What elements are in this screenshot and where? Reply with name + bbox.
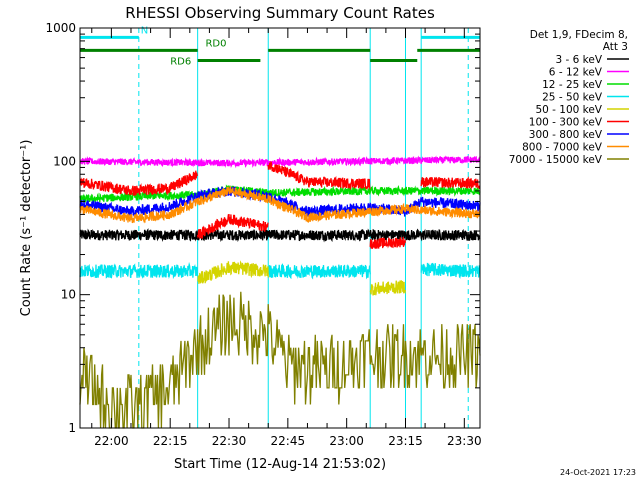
legend-label-1: 6 - 12 keV	[549, 67, 603, 79]
x-tick-label-2200: 22:00	[94, 434, 129, 448]
x-tick-label-2330: 23:30	[447, 434, 482, 448]
flag-label-rd6: RD6	[170, 57, 191, 68]
series-line-8-0	[79, 291, 481, 429]
legend-label-3: 25 - 50 keV	[542, 92, 603, 104]
x-tick-label-2315: 23:15	[388, 434, 423, 448]
legend-label-6: 300 - 800 keV	[529, 129, 603, 141]
legend-header-1: Att 3	[603, 41, 628, 53]
series-line-7-0	[79, 185, 481, 224]
flag-label-rd0: RD0	[205, 38, 226, 49]
series-line-0-0	[79, 228, 481, 243]
plot-frame	[79, 27, 481, 429]
legend-label-4: 50 - 100 keV	[535, 104, 602, 116]
plot-area: N RD0 RD6	[79, 25, 481, 429]
y-tick-label-1: 1	[68, 421, 76, 435]
y-tick-label-100: 100	[53, 154, 76, 168]
series-line-4-1	[369, 280, 406, 296]
series-line-3-2	[420, 262, 481, 279]
x-tick-label-2245: 22:45	[271, 434, 306, 448]
series-line-3-0	[79, 261, 199, 280]
axis-ticks: 1 10 100 1000 22:00 22:15 22:30 22:45 23:00 23:15…	[45, 21, 481, 448]
x-tick-label-2300: 23:00	[329, 434, 364, 448]
y-tick-label-10: 10	[61, 288, 76, 302]
x-tick-label-2230: 22:30	[212, 434, 247, 448]
legend-label-5: 100 - 300 keV	[529, 117, 603, 129]
x-tick-label-2215: 22:15	[153, 434, 188, 448]
legend-label-2: 12 - 25 keV	[542, 79, 603, 91]
series-line-1-0	[79, 155, 481, 169]
series-line-5-0	[79, 170, 198, 196]
legend-header-0: Det 1,9, FDecim 8,	[530, 29, 628, 41]
legend-label-8: 7000 - 15000 keV	[509, 154, 603, 166]
y-tick-label-1000: 1000	[45, 21, 76, 35]
legend-label-7: 800 - 7000 keV	[522, 142, 603, 154]
series-line-4-0	[197, 260, 269, 284]
series-line-5-3	[369, 237, 406, 249]
flag-label-n: N	[141, 25, 148, 36]
x-axis-label: Start Time (12-Aug-14 21:53:02)	[174, 457, 386, 472]
series-line-5-4	[420, 176, 481, 190]
series-line-2-0	[79, 184, 481, 205]
legend-label-0: 3 - 6 keV	[555, 54, 602, 66]
y-axis-label: Count Rate (s⁻¹ detector⁻¹)	[19, 140, 34, 317]
chart-title: RHESSI Observing Summary Count Rates	[125, 4, 435, 22]
series-line-5-2	[267, 161, 371, 191]
series-line-5-1	[196, 213, 269, 240]
footer-timestamp: 24-Oct-2021 17:23	[560, 468, 636, 477]
series-line-3-1	[267, 263, 371, 280]
